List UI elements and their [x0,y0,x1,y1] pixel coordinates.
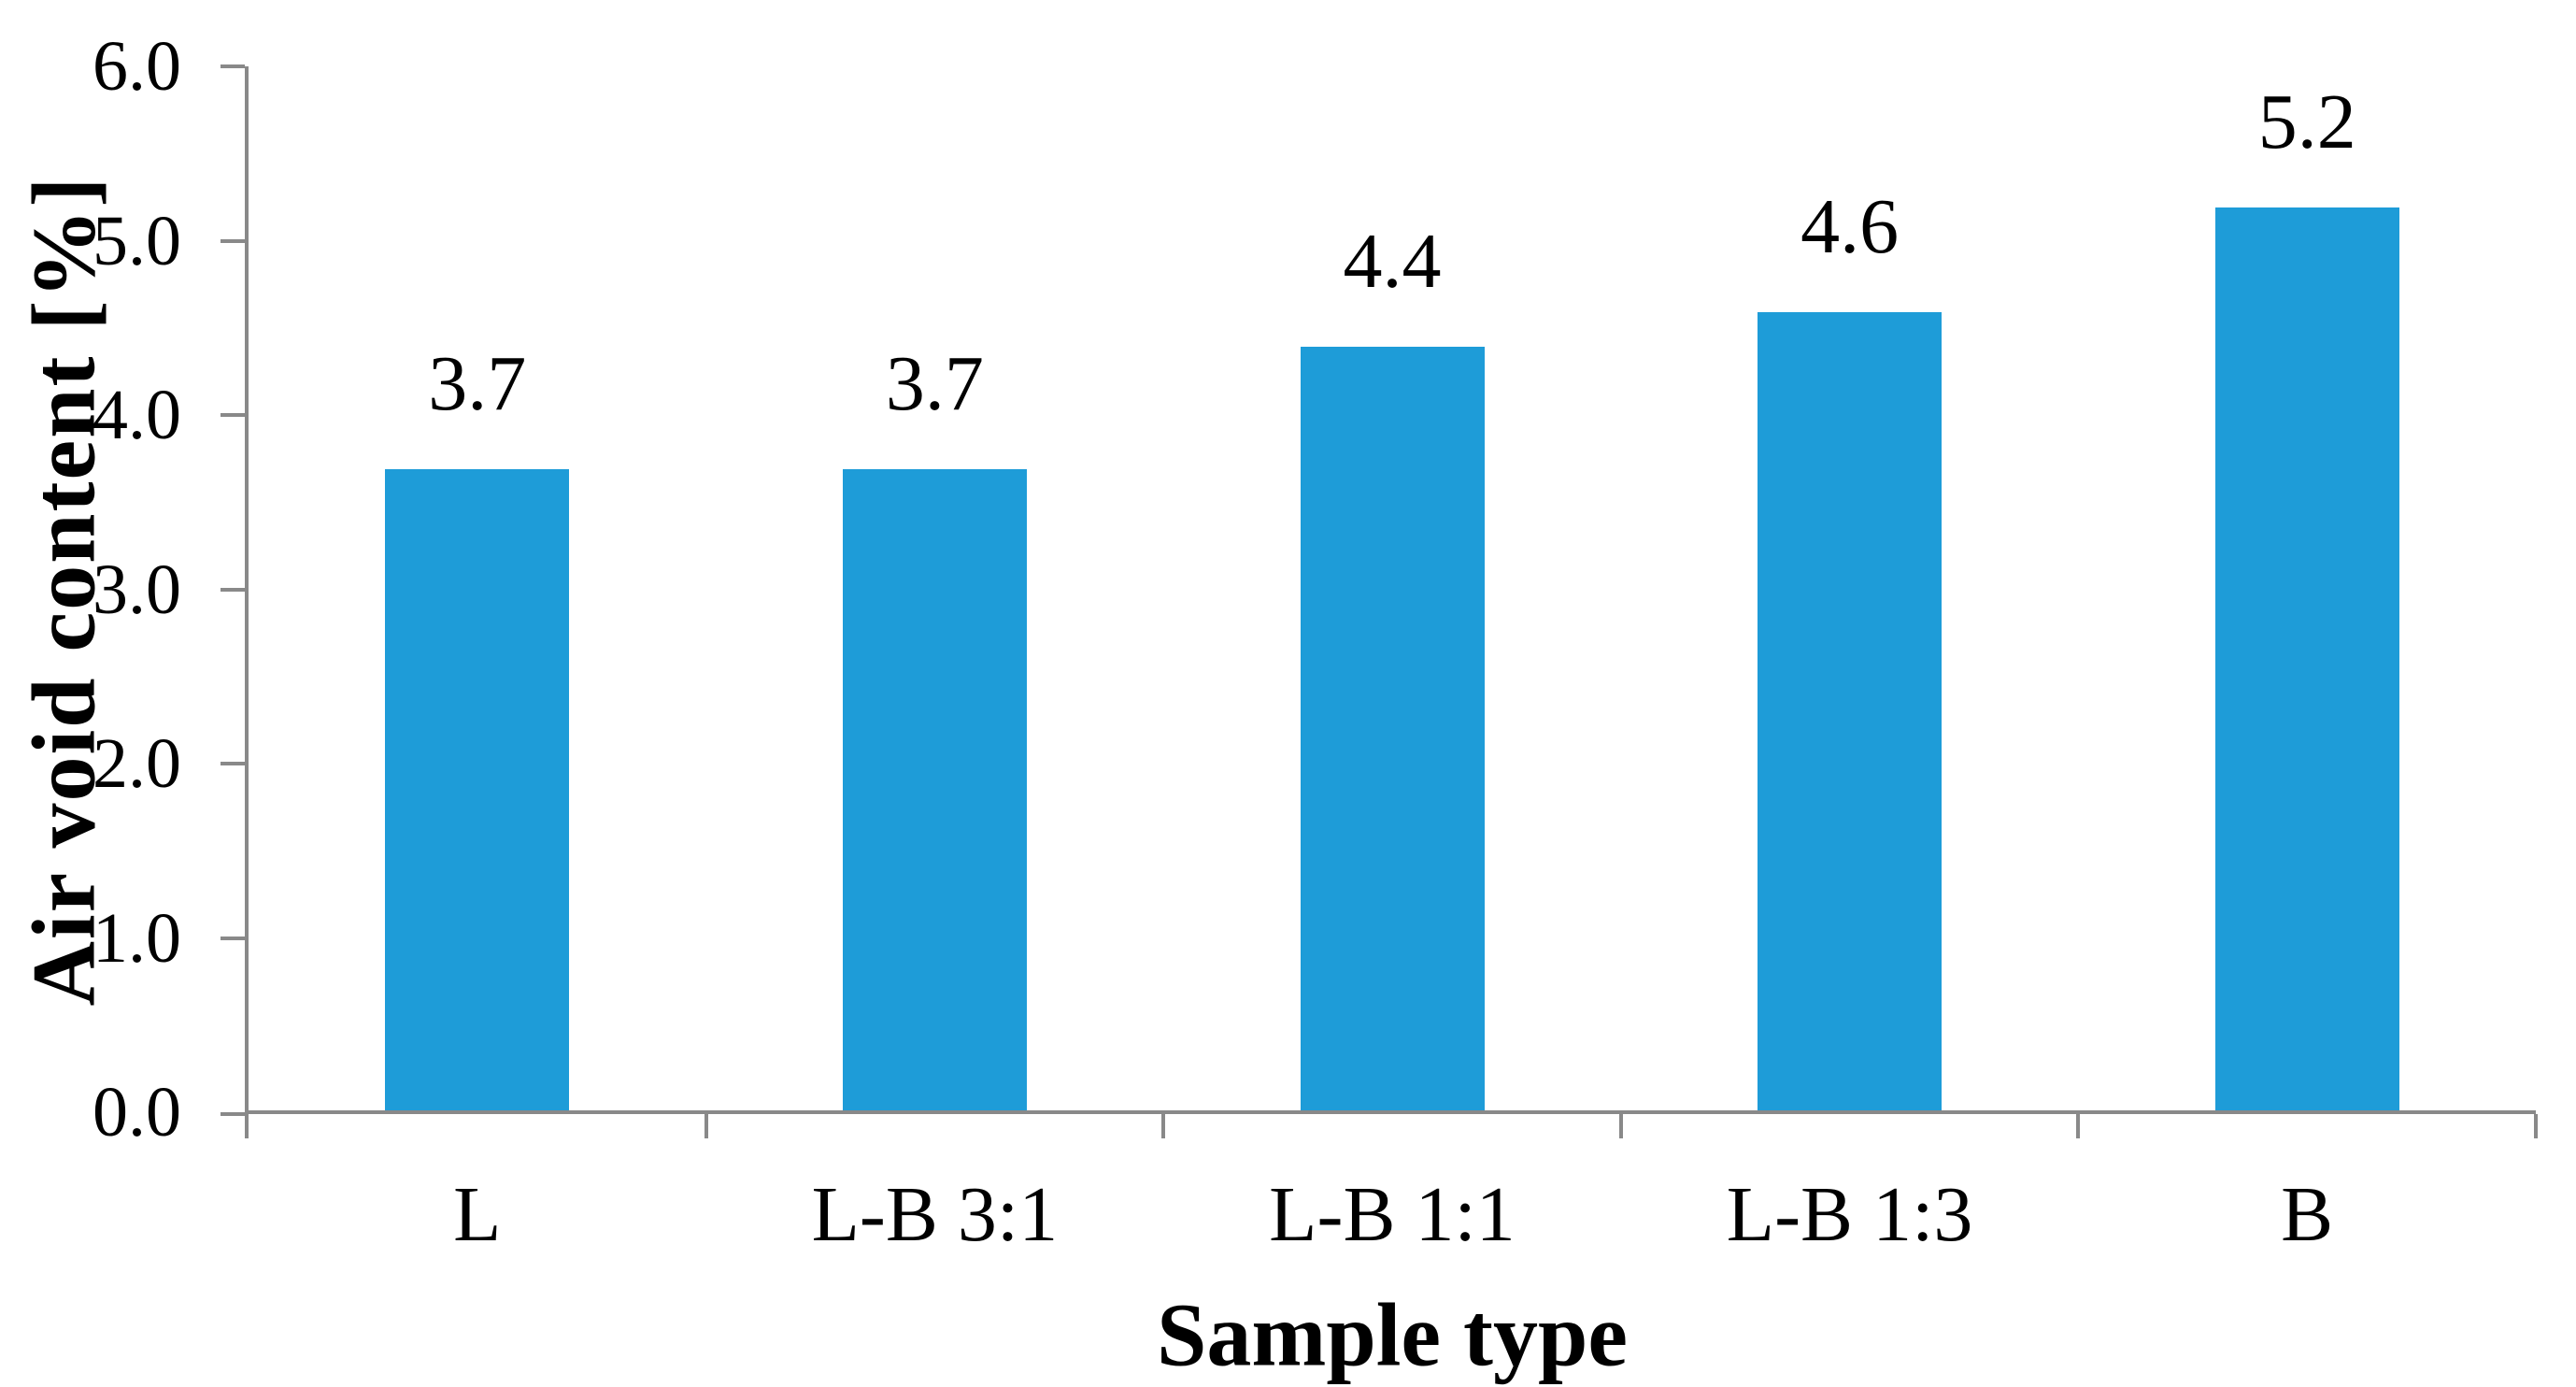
bar [1300,347,1485,1114]
bar-value-label: 3.7 [885,339,984,427]
bar [1758,312,1943,1114]
x-axis-category-label: L-B 1:3 [1726,1171,1973,1258]
y-tick [221,587,245,592]
y-tick [221,238,245,243]
y-tick-label: 1.0 [93,898,181,978]
bar-value-label: 5.2 [2257,79,2356,166]
bar [385,468,570,1114]
x-tick [2534,1114,2538,1138]
y-tick-label: 3.0 [93,550,181,629]
y-tick-label: 0.0 [93,1073,181,1151]
y-tick-label: 2.0 [93,724,181,803]
x-axis-title: Sample type [1157,1284,1628,1385]
x-tick [2076,1114,2081,1138]
x-tick [245,1114,249,1138]
x-axis-category-label: L [453,1171,502,1258]
x-axis-category-label: L-B 3:1 [811,1171,1059,1258]
y-tick-label: 5.0 [93,201,181,280]
x-axis-category-label: L-B 1:1 [1269,1171,1516,1258]
y-tick [221,64,245,68]
x-axis-line [245,1110,2536,1114]
x-axis-category-label: B [2281,1171,2334,1258]
bar-value-label: 4.6 [1800,183,1900,271]
x-tick [704,1114,708,1138]
bar-value-label: 3.7 [428,339,527,427]
y-tick-label: 6.0 [93,27,181,106]
y-tick [221,413,245,417]
bar [842,468,1027,1114]
y-tick [221,1112,245,1116]
bar [2214,207,2399,1114]
bar-value-label: 4.4 [1343,218,1442,306]
y-axis-line [245,66,249,1138]
y-tick [221,936,245,940]
x-tick [1161,1114,1166,1138]
y-tick-label: 4.0 [93,376,181,454]
x-tick [1618,1114,1623,1138]
y-tick [221,762,245,765]
